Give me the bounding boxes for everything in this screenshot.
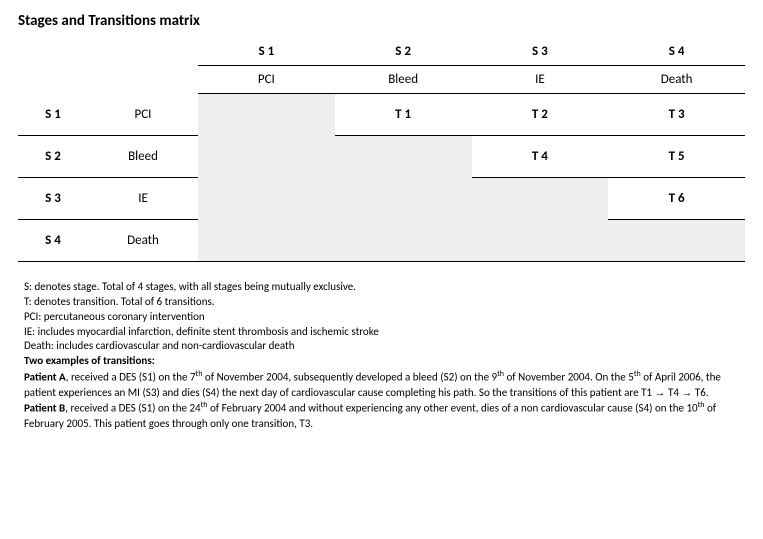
- row-header-code: S 3: [18, 178, 88, 220]
- empty-cell: [335, 178, 472, 220]
- row-header-code: S 1: [18, 94, 88, 136]
- row-header-label: Death: [88, 220, 198, 262]
- matrix-header: S 1 S 2 S 3 S 4 PCI Bleed IE Death: [18, 38, 745, 94]
- legend-notes: S: denotes stage. Total of 4 stages, wit…: [18, 280, 745, 432]
- transition-cell: T 6: [608, 178, 745, 220]
- examples-header: Two examples of transitions:: [24, 354, 739, 369]
- empty-cell: [472, 178, 609, 220]
- empty-cell: [608, 220, 745, 262]
- legend-ie: IE: includes myocardial infarction, defi…: [24, 325, 739, 340]
- legend-t: T: denotes transition. Total of 6 transi…: [24, 295, 739, 310]
- matrix-body: S 1PCIT 1T 2T 3S 2BleedT 4T 5S 3IET 6S 4…: [18, 94, 745, 262]
- col-header-code: S 2: [335, 38, 472, 66]
- col-header-label: IE: [472, 66, 609, 94]
- transitions-matrix: S 1 S 2 S 3 S 4 PCI Bleed IE Death S 1PC…: [18, 38, 745, 262]
- empty-cell: [198, 220, 335, 262]
- transition-cell: T 2: [472, 94, 609, 136]
- col-header-code: S 4: [608, 38, 745, 66]
- row-header-label: Bleed: [88, 136, 198, 178]
- legend-s: S: denotes stage. Total of 4 stages, wit…: [24, 280, 739, 295]
- matrix-title: Stages and Transitions matrix: [18, 12, 745, 30]
- transition-cell: T 5: [608, 136, 745, 178]
- col-header-code: S 3: [472, 38, 609, 66]
- empty-cell: [335, 220, 472, 262]
- empty-cell: [198, 136, 335, 178]
- col-header-label: Death: [608, 66, 745, 94]
- empty-cell: [198, 178, 335, 220]
- matrix-row: S 4Death: [18, 220, 745, 262]
- empty-cell: [198, 94, 335, 136]
- matrix-row: S 3IE T 6: [18, 178, 745, 220]
- example-a-label: Patient A: [24, 371, 66, 384]
- transition-cell: T 4: [472, 136, 609, 178]
- row-header-code: S 2: [18, 136, 88, 178]
- example-b: Patient B, received a DES (S1) on the 24…: [24, 400, 739, 431]
- empty-cell: [335, 136, 472, 178]
- empty-cell: [472, 220, 609, 262]
- example-a: Patient A, received a DES (S1) on the 7t…: [24, 369, 739, 400]
- arrow-icon: →: [681, 387, 692, 399]
- legend-pci: PCI: percutaneous coronary intervention: [24, 310, 739, 325]
- transition-cell: T 1: [335, 94, 472, 136]
- example-b-label: Patient B: [24, 402, 65, 415]
- row-header-code: S 4: [18, 220, 88, 262]
- matrix-row: S 2Bleed T 4T 5: [18, 136, 745, 178]
- col-header-label: Bleed: [335, 66, 472, 94]
- arrow-icon: →: [655, 387, 666, 399]
- row-header-label: PCI: [88, 94, 198, 136]
- matrix-row: S 1PCI T 1T 2T 3: [18, 94, 745, 136]
- col-header-code: S 1: [198, 38, 335, 66]
- legend-death: Death: includes cardiovascular and non-c…: [24, 339, 739, 354]
- transition-cell: T 3: [608, 94, 745, 136]
- row-header-label: IE: [88, 178, 198, 220]
- col-header-label: PCI: [198, 66, 335, 94]
